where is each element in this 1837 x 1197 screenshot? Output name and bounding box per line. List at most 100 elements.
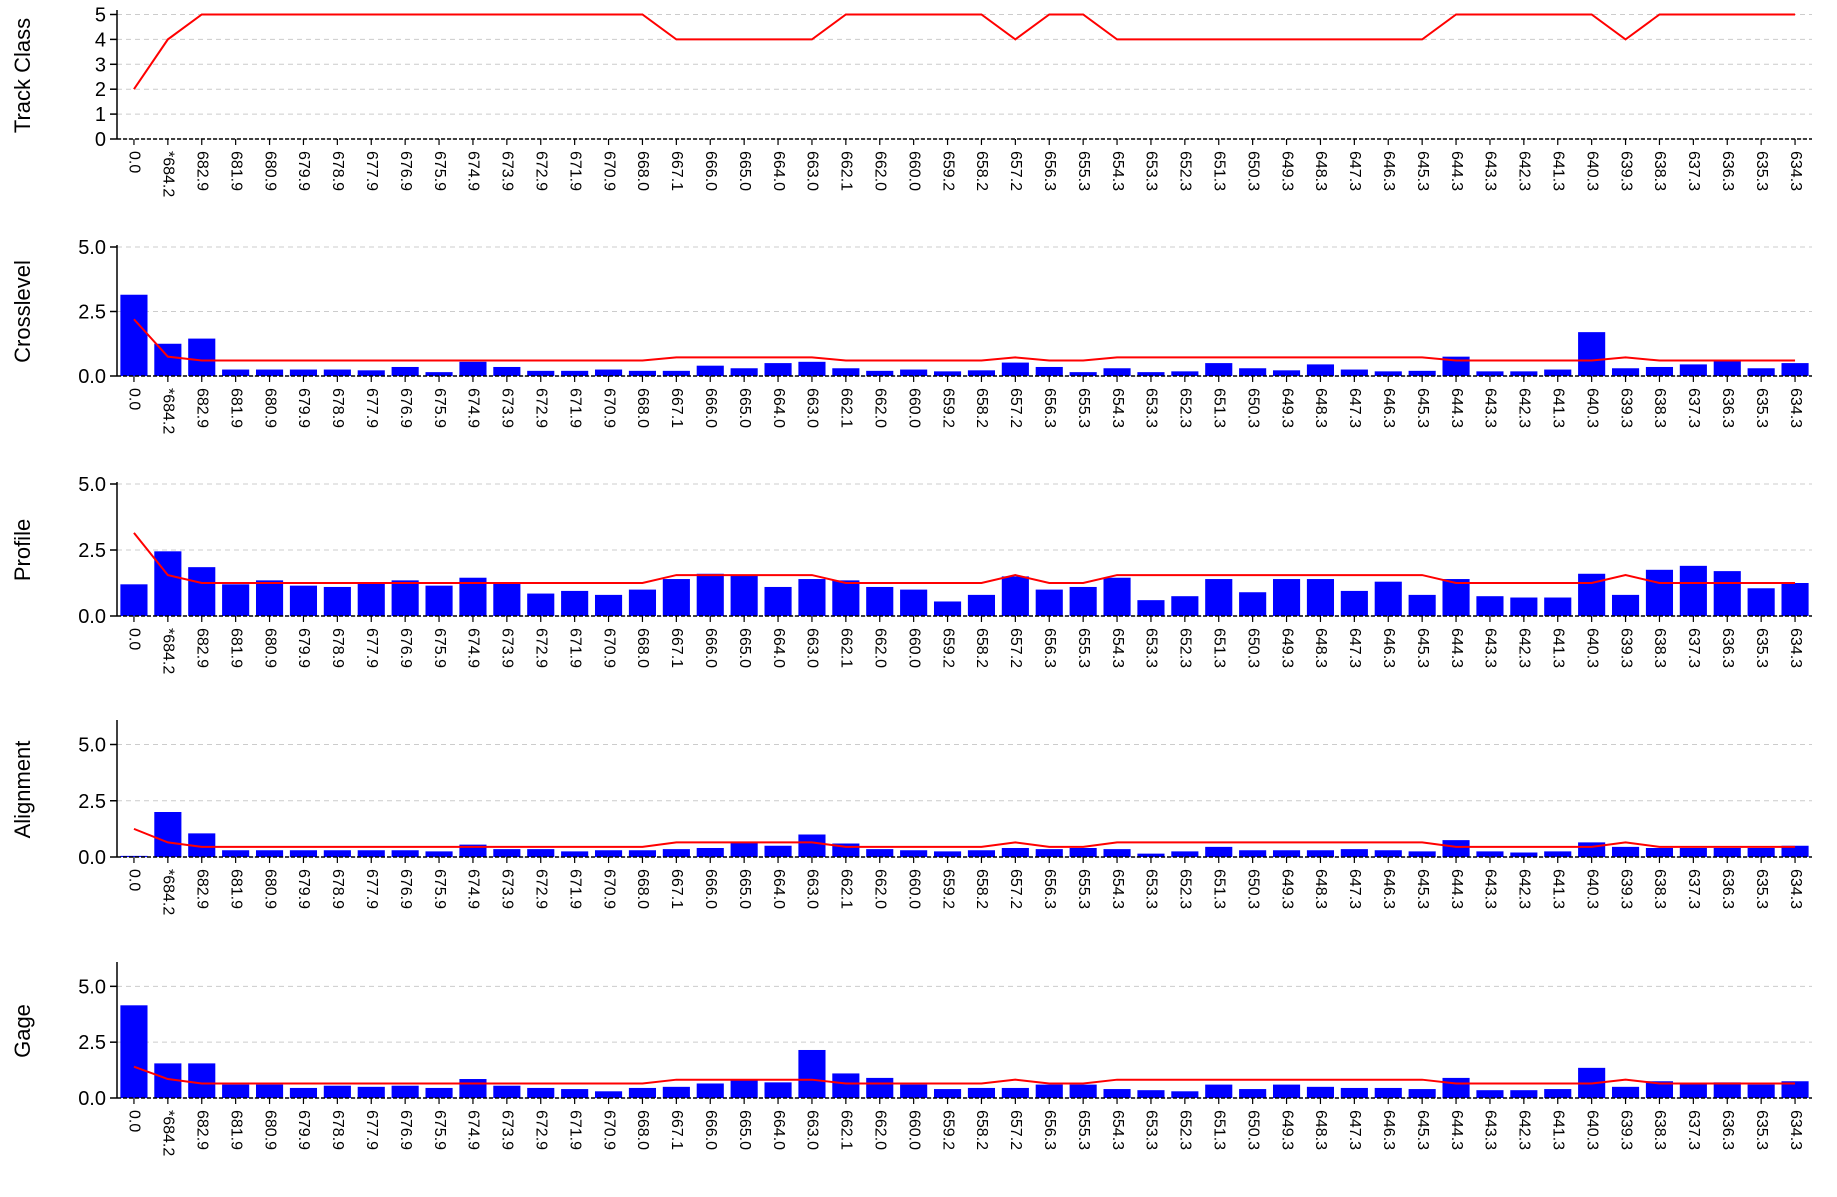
bar	[1544, 369, 1572, 376]
x-tick-label: 655.3	[1075, 1110, 1092, 1150]
x-tick-label: 665.0	[736, 1110, 753, 1150]
x-tick-label: 638.3	[1651, 869, 1668, 909]
bar	[425, 585, 453, 616]
x-tick-label: 673.9	[499, 869, 516, 909]
x-tick-label: 668.0	[634, 388, 651, 428]
x-tick-label: 676.9	[397, 628, 414, 668]
x-tick-label: 650.3	[1244, 628, 1261, 668]
x-tick-label: 654.3	[1109, 388, 1126, 428]
bar	[1272, 370, 1301, 376]
x-tick-label: 664.0	[770, 869, 787, 909]
x-tick-label: 637.3	[1685, 151, 1702, 191]
x-tick-label: 638.3	[1651, 1110, 1668, 1150]
bar	[1442, 1077, 1470, 1098]
bar	[1069, 372, 1097, 376]
x-tick-label: 676.9	[397, 151, 414, 191]
x-tick-label: 635.3	[1753, 869, 1770, 909]
x-tick-label: 655.3	[1075, 151, 1092, 191]
x-tick-label: 664.0	[770, 1110, 787, 1150]
x-tick-label: 660.0	[905, 388, 922, 428]
bar	[493, 849, 521, 857]
bar	[933, 851, 962, 857]
x-tick-label: 650.3	[1244, 151, 1261, 191]
bar	[493, 366, 521, 376]
bar	[1306, 364, 1335, 376]
x-tick-label: 642.3	[1516, 869, 1533, 909]
x-tick-label: 639.3	[1617, 1110, 1634, 1150]
x-tick-label: 662.0	[872, 869, 889, 909]
bar	[1578, 332, 1606, 376]
x-tick-label: 679.9	[295, 869, 312, 909]
x-tick-label: 658.2	[973, 388, 990, 428]
x-tick-label: 681.9	[227, 1110, 244, 1150]
x-tick-label: 660.0	[905, 869, 922, 909]
bar	[662, 370, 690, 376]
x-tick-label: 662.0	[872, 1110, 889, 1150]
x-tick-label: 645.3	[1414, 151, 1431, 191]
x-tick-label: 641.3	[1550, 869, 1567, 909]
y-tick-label: 0	[95, 129, 106, 151]
x-tick-label: 677.9	[363, 1110, 380, 1150]
bar	[222, 850, 250, 857]
bar	[493, 583, 521, 616]
bar	[900, 1084, 928, 1098]
bar	[1645, 569, 1674, 616]
x-tick-label: 634.3	[1787, 388, 1804, 428]
bar	[764, 363, 792, 376]
x-tick-label: 670.9	[600, 1110, 617, 1150]
x-tick-label: 640.3	[1583, 1110, 1600, 1150]
y-tick-label: 0.0	[78, 1088, 106, 1110]
bar	[1306, 1086, 1335, 1098]
x-tick-label: 649.3	[1278, 388, 1295, 428]
x-tick-label: 662.1	[838, 869, 855, 909]
bar	[1510, 371, 1538, 376]
x-tick-label: 674.9	[465, 628, 482, 668]
x-tick-label: 648.3	[1312, 1110, 1329, 1150]
x-tick-label: 662.0	[872, 628, 889, 668]
bar	[1340, 1087, 1368, 1098]
x-tick-label: 682.9	[194, 869, 211, 909]
bar	[1781, 583, 1809, 616]
x-tick-label: 0.0	[126, 151, 143, 173]
x-tick-label: 664.0	[770, 388, 787, 428]
x-tick-label: 636.3	[1719, 151, 1736, 191]
x-tick-label: 675.9	[431, 1110, 448, 1150]
x-tick-label: 657.2	[1007, 628, 1024, 668]
x-tick-label: 653.3	[1143, 1110, 1160, 1150]
x-tick-label: 666.0	[702, 151, 719, 191]
x-tick-label: 652.3	[1177, 1110, 1194, 1150]
bar	[1137, 853, 1165, 857]
bar	[933, 1089, 962, 1098]
x-tick-label: 668.0	[634, 869, 651, 909]
x-tick-label: 641.3	[1550, 388, 1567, 428]
x-tick-label: 635.3	[1753, 1110, 1770, 1150]
y-tick-label: 2.5	[78, 540, 106, 562]
x-tick-label: 662.0	[872, 151, 889, 191]
x-tick-label: 662.1	[838, 151, 855, 191]
bar	[662, 849, 690, 857]
series-line	[133, 13, 1796, 90]
x-tick-label: 666.0	[702, 388, 719, 428]
bar	[798, 361, 826, 376]
bar	[425, 1087, 453, 1098]
x-tick-label: 678.9	[329, 869, 346, 909]
bar	[561, 851, 589, 857]
x-tick-label: 673.9	[499, 388, 516, 428]
x-tick-label: 647.3	[1346, 1110, 1363, 1150]
x-tick-label: 666.0	[702, 628, 719, 668]
bar	[1272, 1084, 1301, 1098]
bar	[1001, 576, 1029, 616]
x-tick-label: 677.9	[363, 388, 380, 428]
bar	[1171, 1091, 1199, 1098]
bar	[1272, 579, 1301, 616]
series-line	[133, 1065, 1796, 1085]
y-tick-label: 5	[95, 4, 106, 26]
x-tick-label: 637.3	[1685, 1110, 1702, 1150]
bar	[1679, 364, 1707, 376]
bar	[628, 589, 657, 616]
bar	[866, 1077, 894, 1098]
bar	[967, 594, 996, 616]
x-tick-label: 654.3	[1109, 628, 1126, 668]
x-tick-label: 667.1	[668, 388, 685, 428]
x-tick-label: 635.3	[1753, 628, 1770, 668]
